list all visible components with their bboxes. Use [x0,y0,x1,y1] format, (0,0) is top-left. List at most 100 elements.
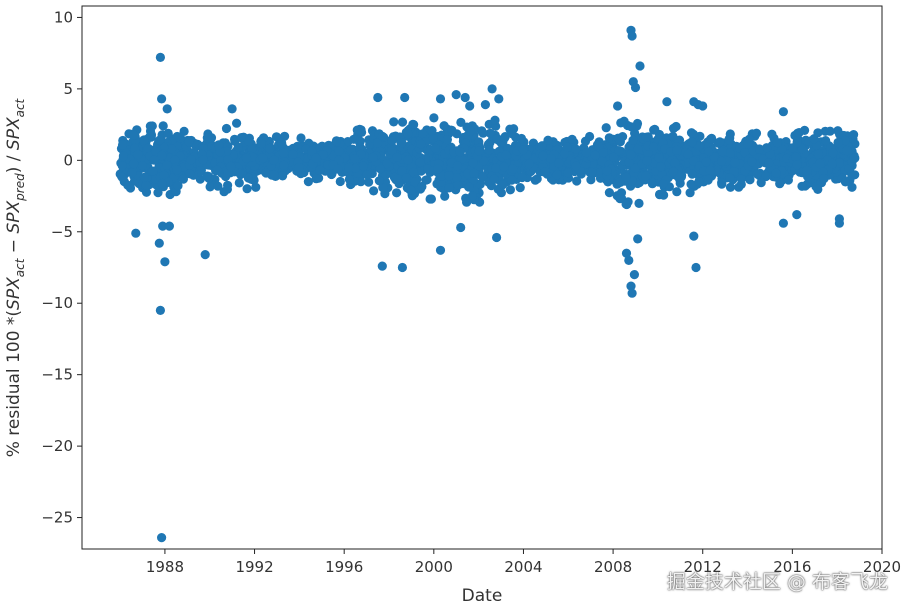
data-point [633,234,643,244]
data-point [709,152,720,162]
data-point [630,163,640,173]
data-point [433,164,443,174]
data-point [515,183,525,193]
data-point [485,128,495,138]
data-point [725,148,735,158]
data-point [571,161,581,171]
data-point [377,261,387,271]
watermark: 掘金技术社区 @ 布客飞龙 [666,571,888,593]
data-point [157,94,167,104]
data-point [792,138,802,148]
data-point [139,135,149,145]
data-point [659,190,669,200]
data-point [429,113,439,123]
data-point [701,157,711,167]
data-point [633,144,643,154]
data-point [251,182,261,192]
data-point [444,183,454,193]
data-point [586,175,596,185]
data-point [479,156,489,166]
x-tick-label: 2000 [415,558,453,576]
data-point [163,128,173,138]
data-point [745,175,755,185]
data-point [671,121,681,132]
data-point [244,136,254,146]
data-point [344,162,354,173]
data-point [626,122,636,132]
data-point [494,94,504,104]
data-point [747,157,757,167]
data-point [178,174,188,184]
data-point [467,191,477,201]
data-point [214,140,224,150]
data-point [629,270,640,280]
data-point [717,178,727,188]
data-point [725,173,735,183]
data-point [554,158,564,168]
data-point [543,135,553,145]
data-point [269,170,279,180]
data-point [698,101,708,111]
data-point [643,148,653,158]
data-point [221,123,232,134]
data-point [141,187,152,197]
data-point [393,174,403,184]
data-point [478,128,488,138]
data-point [350,163,360,173]
data-point [694,141,704,151]
data-point [609,152,619,162]
data-point [145,121,155,131]
data-point [792,160,802,170]
data-point [410,177,420,187]
data-point [375,164,385,174]
data-point [705,165,715,175]
data-point [149,155,159,165]
data-point [764,158,774,168]
scatter-points [115,25,860,543]
data-point [537,141,547,151]
data-point [117,161,127,171]
data-point [465,101,475,111]
data-point [772,138,783,148]
data-point [157,178,167,189]
data-point [540,167,550,177]
data-point [466,126,476,136]
data-point [499,162,509,172]
data-point [717,156,727,166]
data-point [349,134,359,144]
data-point [277,138,287,148]
data-point [185,169,195,179]
data-point [624,255,634,265]
data-point [691,262,701,273]
data-point [469,168,479,178]
data-point [572,176,582,186]
data-point [131,228,141,238]
data-point [809,134,819,144]
data-point [834,218,845,228]
data-point [335,176,345,187]
data-point [777,144,788,154]
data-point [157,533,167,543]
data-point [752,169,762,179]
data-point [452,161,463,171]
data-point [641,171,651,181]
data-point [498,180,508,190]
data-point [307,146,317,156]
data-point [649,125,659,135]
data-point [734,182,744,192]
data-point [627,31,637,41]
data-point [474,146,484,156]
data-point [783,175,794,185]
data-point [374,176,384,186]
data-point [815,158,825,169]
data-point [598,148,608,158]
data-point [590,150,600,160]
data-point [685,188,695,198]
data-point [449,147,459,157]
data-point [444,171,454,181]
data-point [840,177,851,187]
data-point [507,129,517,139]
data-point [362,170,372,180]
data-point [501,150,511,160]
data-point [654,153,664,163]
